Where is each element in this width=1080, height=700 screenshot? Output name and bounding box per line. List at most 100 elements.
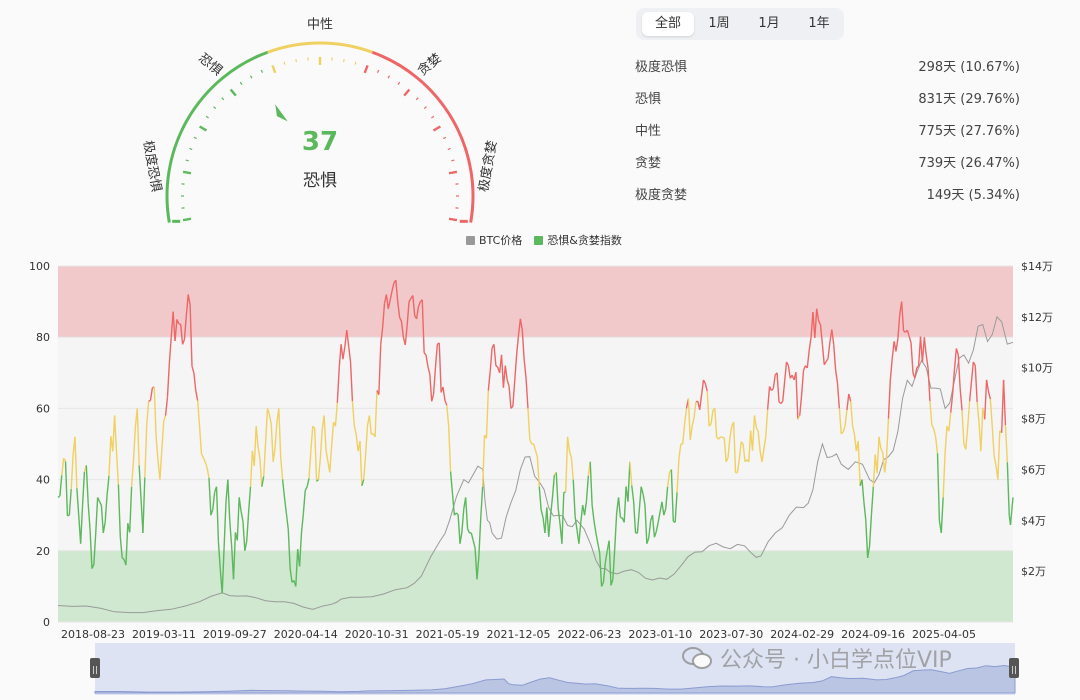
index-segment	[883, 457, 888, 473]
index-segment	[85, 465, 89, 504]
y-right-tick-label: $2万	[1021, 565, 1046, 578]
index-segment	[129, 486, 133, 533]
index-segment	[714, 408, 718, 438]
index-segment	[700, 379, 705, 395]
index-segment	[916, 365, 920, 369]
index-segment	[987, 391, 992, 400]
index-segment	[629, 461, 633, 486]
index-segment	[404, 325, 408, 345]
index-segment	[623, 486, 627, 523]
index-segment	[61, 458, 65, 476]
index-segment	[206, 467, 210, 478]
navigator[interactable]: || ||	[90, 643, 1019, 695]
index-segment	[204, 461, 208, 469]
index-segment	[283, 497, 288, 514]
index-segment	[489, 347, 493, 372]
index-segment	[644, 505, 648, 544]
stat-row-extreme-fear: 极度恐惧 298天 (10.67%)	[635, 50, 1020, 82]
gauge-endcap	[459, 219, 468, 223]
index-segment	[940, 497, 944, 534]
gauge-value: 37	[302, 127, 338, 157]
gauge-tick	[205, 115, 209, 119]
zone-band	[58, 266, 1013, 338]
index-segment	[536, 456, 540, 487]
navigator-handle-right[interactable]	[1009, 658, 1019, 678]
index-segment	[610, 579, 614, 586]
index-segment	[853, 434, 858, 452]
index-segment	[876, 436, 880, 474]
index-segment	[742, 443, 746, 462]
index-segment	[693, 401, 697, 418]
index-segment	[551, 474, 556, 498]
index-segment	[566, 436, 571, 452]
index-segment	[323, 415, 327, 451]
legend-item-index[interactable]: 恐惧&贪婪指数	[534, 232, 622, 248]
index-segment	[870, 486, 875, 515]
index-segment	[797, 415, 801, 420]
index-segment	[161, 421, 165, 451]
index-segment	[638, 486, 642, 511]
index-segment	[374, 390, 378, 437]
tab-all[interactable]: 全部	[642, 12, 694, 36]
index-segment	[281, 479, 286, 498]
index-segment	[142, 477, 146, 534]
gauge-tick	[199, 125, 208, 132]
index-segment	[336, 367, 340, 403]
y-tick-label: 0	[43, 616, 50, 629]
index-segment	[923, 337, 927, 355]
index-segment	[866, 545, 871, 559]
index-segment	[651, 515, 656, 538]
tab-1month[interactable]: 1月	[758, 16, 780, 31]
index-segment	[466, 528, 471, 534]
index-segment	[242, 521, 246, 551]
index-segment	[187, 294, 191, 306]
index-segment	[802, 365, 807, 371]
index-segment	[249, 450, 254, 487]
index-segment	[927, 368, 931, 402]
tab-1week[interactable]: 1周	[708, 16, 730, 31]
index-segment	[506, 379, 510, 387]
index-segment	[934, 436, 939, 454]
index-segment	[732, 422, 737, 473]
tab-1year[interactable]: 1年	[808, 16, 830, 31]
index-segment	[687, 398, 691, 440]
index-segment	[181, 339, 186, 345]
index-segment	[125, 523, 129, 566]
index-segment	[612, 548, 616, 580]
index-segment	[831, 329, 835, 345]
index-segment	[87, 503, 91, 531]
index-segment	[844, 409, 848, 427]
gauge-tick	[376, 69, 380, 73]
index-segment	[976, 401, 980, 423]
index-segment	[968, 381, 973, 402]
index-segment	[640, 486, 644, 495]
index-segment	[736, 458, 741, 473]
index-segment	[953, 348, 958, 370]
index-segment	[825, 358, 829, 363]
index-segment	[202, 457, 206, 463]
navigator-range[interactable]	[95, 643, 1015, 695]
index-segment	[783, 361, 788, 382]
index-segment	[895, 338, 899, 352]
index-segment	[515, 334, 520, 356]
index-segment	[1009, 511, 1013, 525]
y-tick-label: 80	[36, 331, 50, 344]
legend-item-btc[interactable]: BTC价格	[466, 232, 522, 248]
index-segment	[253, 426, 257, 466]
index-segment	[1011, 497, 1014, 512]
index-segment	[155, 437, 159, 461]
index-segment	[821, 344, 825, 365]
navigator-handle-left[interactable]	[90, 658, 100, 678]
index-segment	[395, 280, 399, 302]
index-segment	[600, 582, 605, 587]
index-segment	[68, 489, 72, 516]
y-axis-left: 0 20 40 60 80 100	[29, 260, 50, 629]
gauge-tick	[354, 61, 357, 65]
index-segment	[785, 361, 790, 366]
index-segment	[729, 426, 733, 439]
index-segment	[346, 329, 350, 347]
index-segment	[900, 301, 905, 331]
index-segment	[632, 501, 637, 534]
index-segment	[523, 360, 527, 379]
index-segment	[183, 314, 188, 340]
